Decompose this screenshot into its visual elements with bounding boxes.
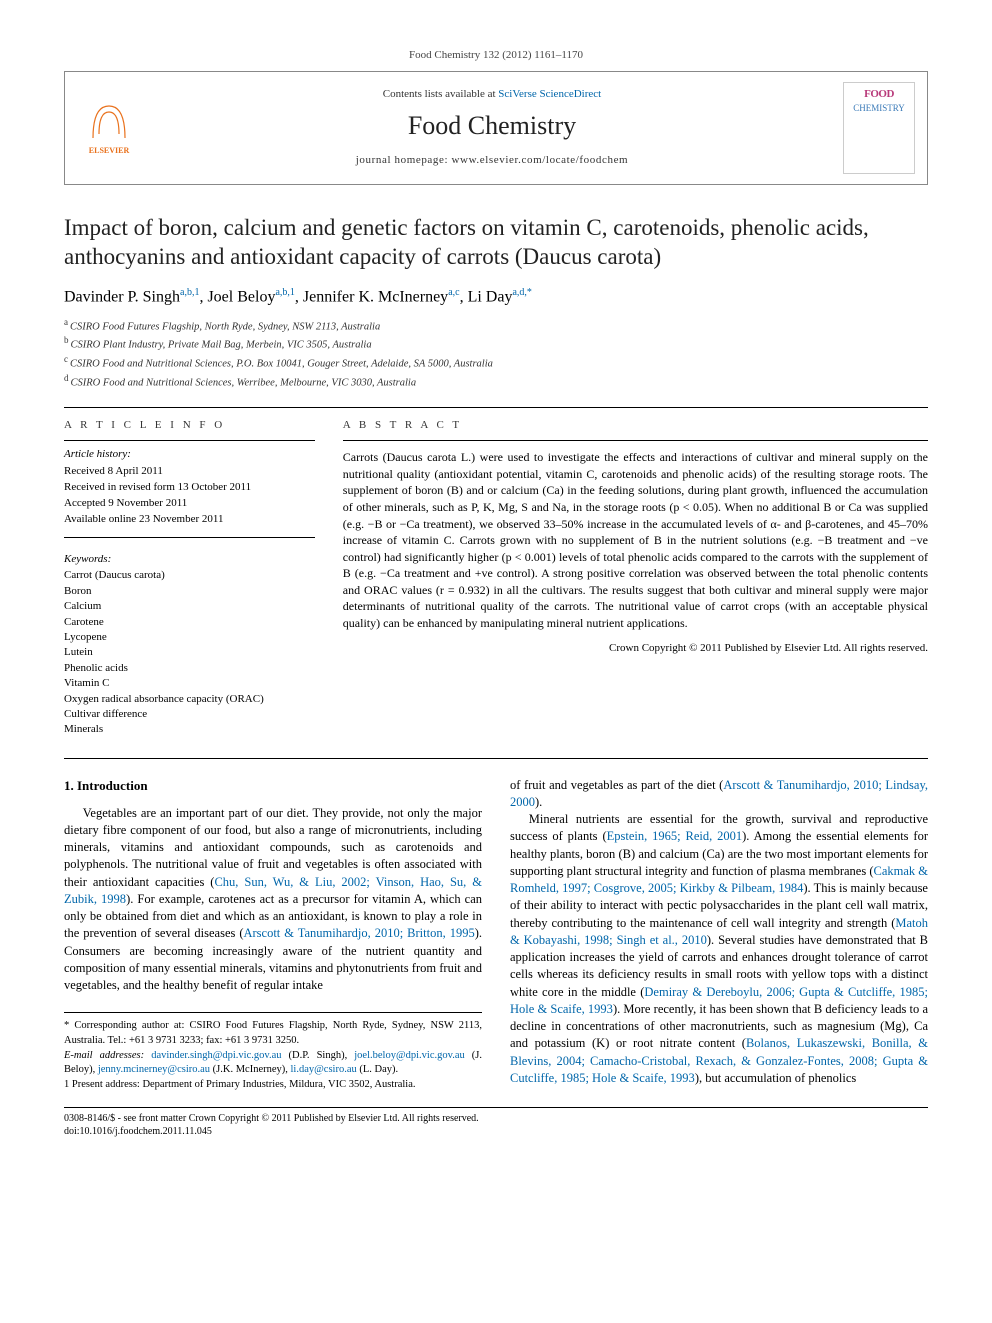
keyword: Boron (64, 584, 315, 599)
contents-lists-line: Contents lists available at SciVerse Sci… (153, 87, 831, 102)
issn-copyright-line: 0308-8146/$ - see front matter Crown Cop… (64, 1112, 928, 1126)
journal-cover-thumbnail: FOOD CHEMISTRY (843, 82, 915, 174)
journal-header: ELSEVIER Contents lists available at Sci… (64, 71, 928, 185)
author-affil-marks[interactable]: a,b,1 (180, 287, 199, 298)
author: Jennifer K. McInerney (303, 288, 448, 305)
author: Joel Beloy (207, 288, 275, 305)
author-affil-marks[interactable]: a,c (448, 287, 459, 298)
homepage-url: www.elsevier.com/locate/foodchem (452, 154, 629, 166)
author: Davinder P. Singh (64, 288, 180, 305)
citation-link[interactable]: Arscott & Tanumihardjo, 2010; Britton, 1… (243, 926, 474, 940)
journal-homepage-line: journal homepage: www.elsevier.com/locat… (153, 153, 831, 168)
article-title: Impact of boron, calcium and genetic fac… (64, 213, 928, 272)
keyword: Minerals (64, 722, 315, 737)
affiliations: aCSIRO Food Futures Flagship, North Ryde… (64, 316, 928, 391)
author-list: Davinder P. Singha,b,1, Joel Beloya,b,1,… (64, 286, 928, 308)
keyword: Lutein (64, 645, 315, 660)
history-line: Available online 23 November 2011 (64, 512, 315, 527)
abstract-copyright: Crown Copyright © 2011 Published by Else… (343, 641, 928, 656)
history-line: Accepted 9 November 2011 (64, 496, 315, 511)
keyword: Oxygen radical absorbance capacity (ORAC… (64, 692, 315, 707)
body-paragraph: Mineral nutrients are essential for the … (510, 811, 928, 1087)
abstract-heading: A B S T R A C T (343, 418, 928, 433)
keyword: Calcium (64, 599, 315, 614)
elsevier-logo: ELSEVIER (77, 92, 141, 164)
author: Li Day (468, 288, 513, 305)
keyword: Carotene (64, 615, 315, 630)
history-line: Received 8 April 2011 (64, 464, 315, 479)
keyword: Lycopene (64, 630, 315, 645)
body-paragraph: of fruit and vegetables as part of the d… (510, 777, 928, 812)
body-paragraph: Vegetables are an important part of our … (64, 805, 482, 995)
email-link[interactable]: jenny.mcinerney@csiro.au (98, 1064, 210, 1075)
section-heading-intro: 1. Introduction (64, 777, 482, 795)
author-affil-marks[interactable]: a,d,* (512, 287, 531, 298)
abstract-text: Carrots (Daucus carota L.) were used to … (343, 449, 928, 631)
article-history-label: Article history: (64, 447, 315, 462)
keywords-label: Keywords: (64, 552, 315, 567)
author-affil-marks[interactable]: a,b,1 (275, 287, 294, 298)
corresponding-author-note: * Corresponding author at: CSIRO Food Fu… (64, 1019, 482, 1048)
publisher-name: ELSEVIER (89, 146, 129, 157)
running-head: Food Chemistry 132 (2012) 1161–1170 (64, 48, 928, 63)
doi-line: doi:10.1016/j.foodchem.2011.11.045 (64, 1125, 928, 1139)
footnotes: * Corresponding author at: CSIRO Food Fu… (64, 1012, 482, 1092)
keyword: Phenolic acids (64, 661, 315, 676)
journal-name: Food Chemistry (153, 108, 831, 143)
citation-link[interactable]: Epstein, 1965; Reid, 2001 (607, 829, 743, 843)
keyword: Cultivar difference (64, 707, 315, 722)
keyword: Carrot (Daucus carota) (64, 568, 315, 583)
present-address-note: 1 Present address: Department of Primary… (64, 1078, 482, 1093)
email-link[interactable]: davinder.singh@dpi.vic.gov.au (151, 1050, 281, 1061)
email-link[interactable]: joel.beloy@dpi.vic.gov.au (354, 1050, 464, 1061)
front-matter-footer: 0308-8146/$ - see front matter Crown Cop… (64, 1107, 928, 1139)
email-link[interactable]: li.day@csiro.au (291, 1064, 357, 1075)
history-line: Received in revised form 13 October 2011 (64, 480, 315, 495)
article-info-heading: A R T I C L E I N F O (64, 418, 315, 433)
keyword: Vitamin C (64, 676, 315, 691)
sciencedirect-link[interactable]: SciVerse ScienceDirect (498, 88, 601, 100)
email-addresses: E-mail addresses: davinder.singh@dpi.vic… (64, 1049, 482, 1078)
